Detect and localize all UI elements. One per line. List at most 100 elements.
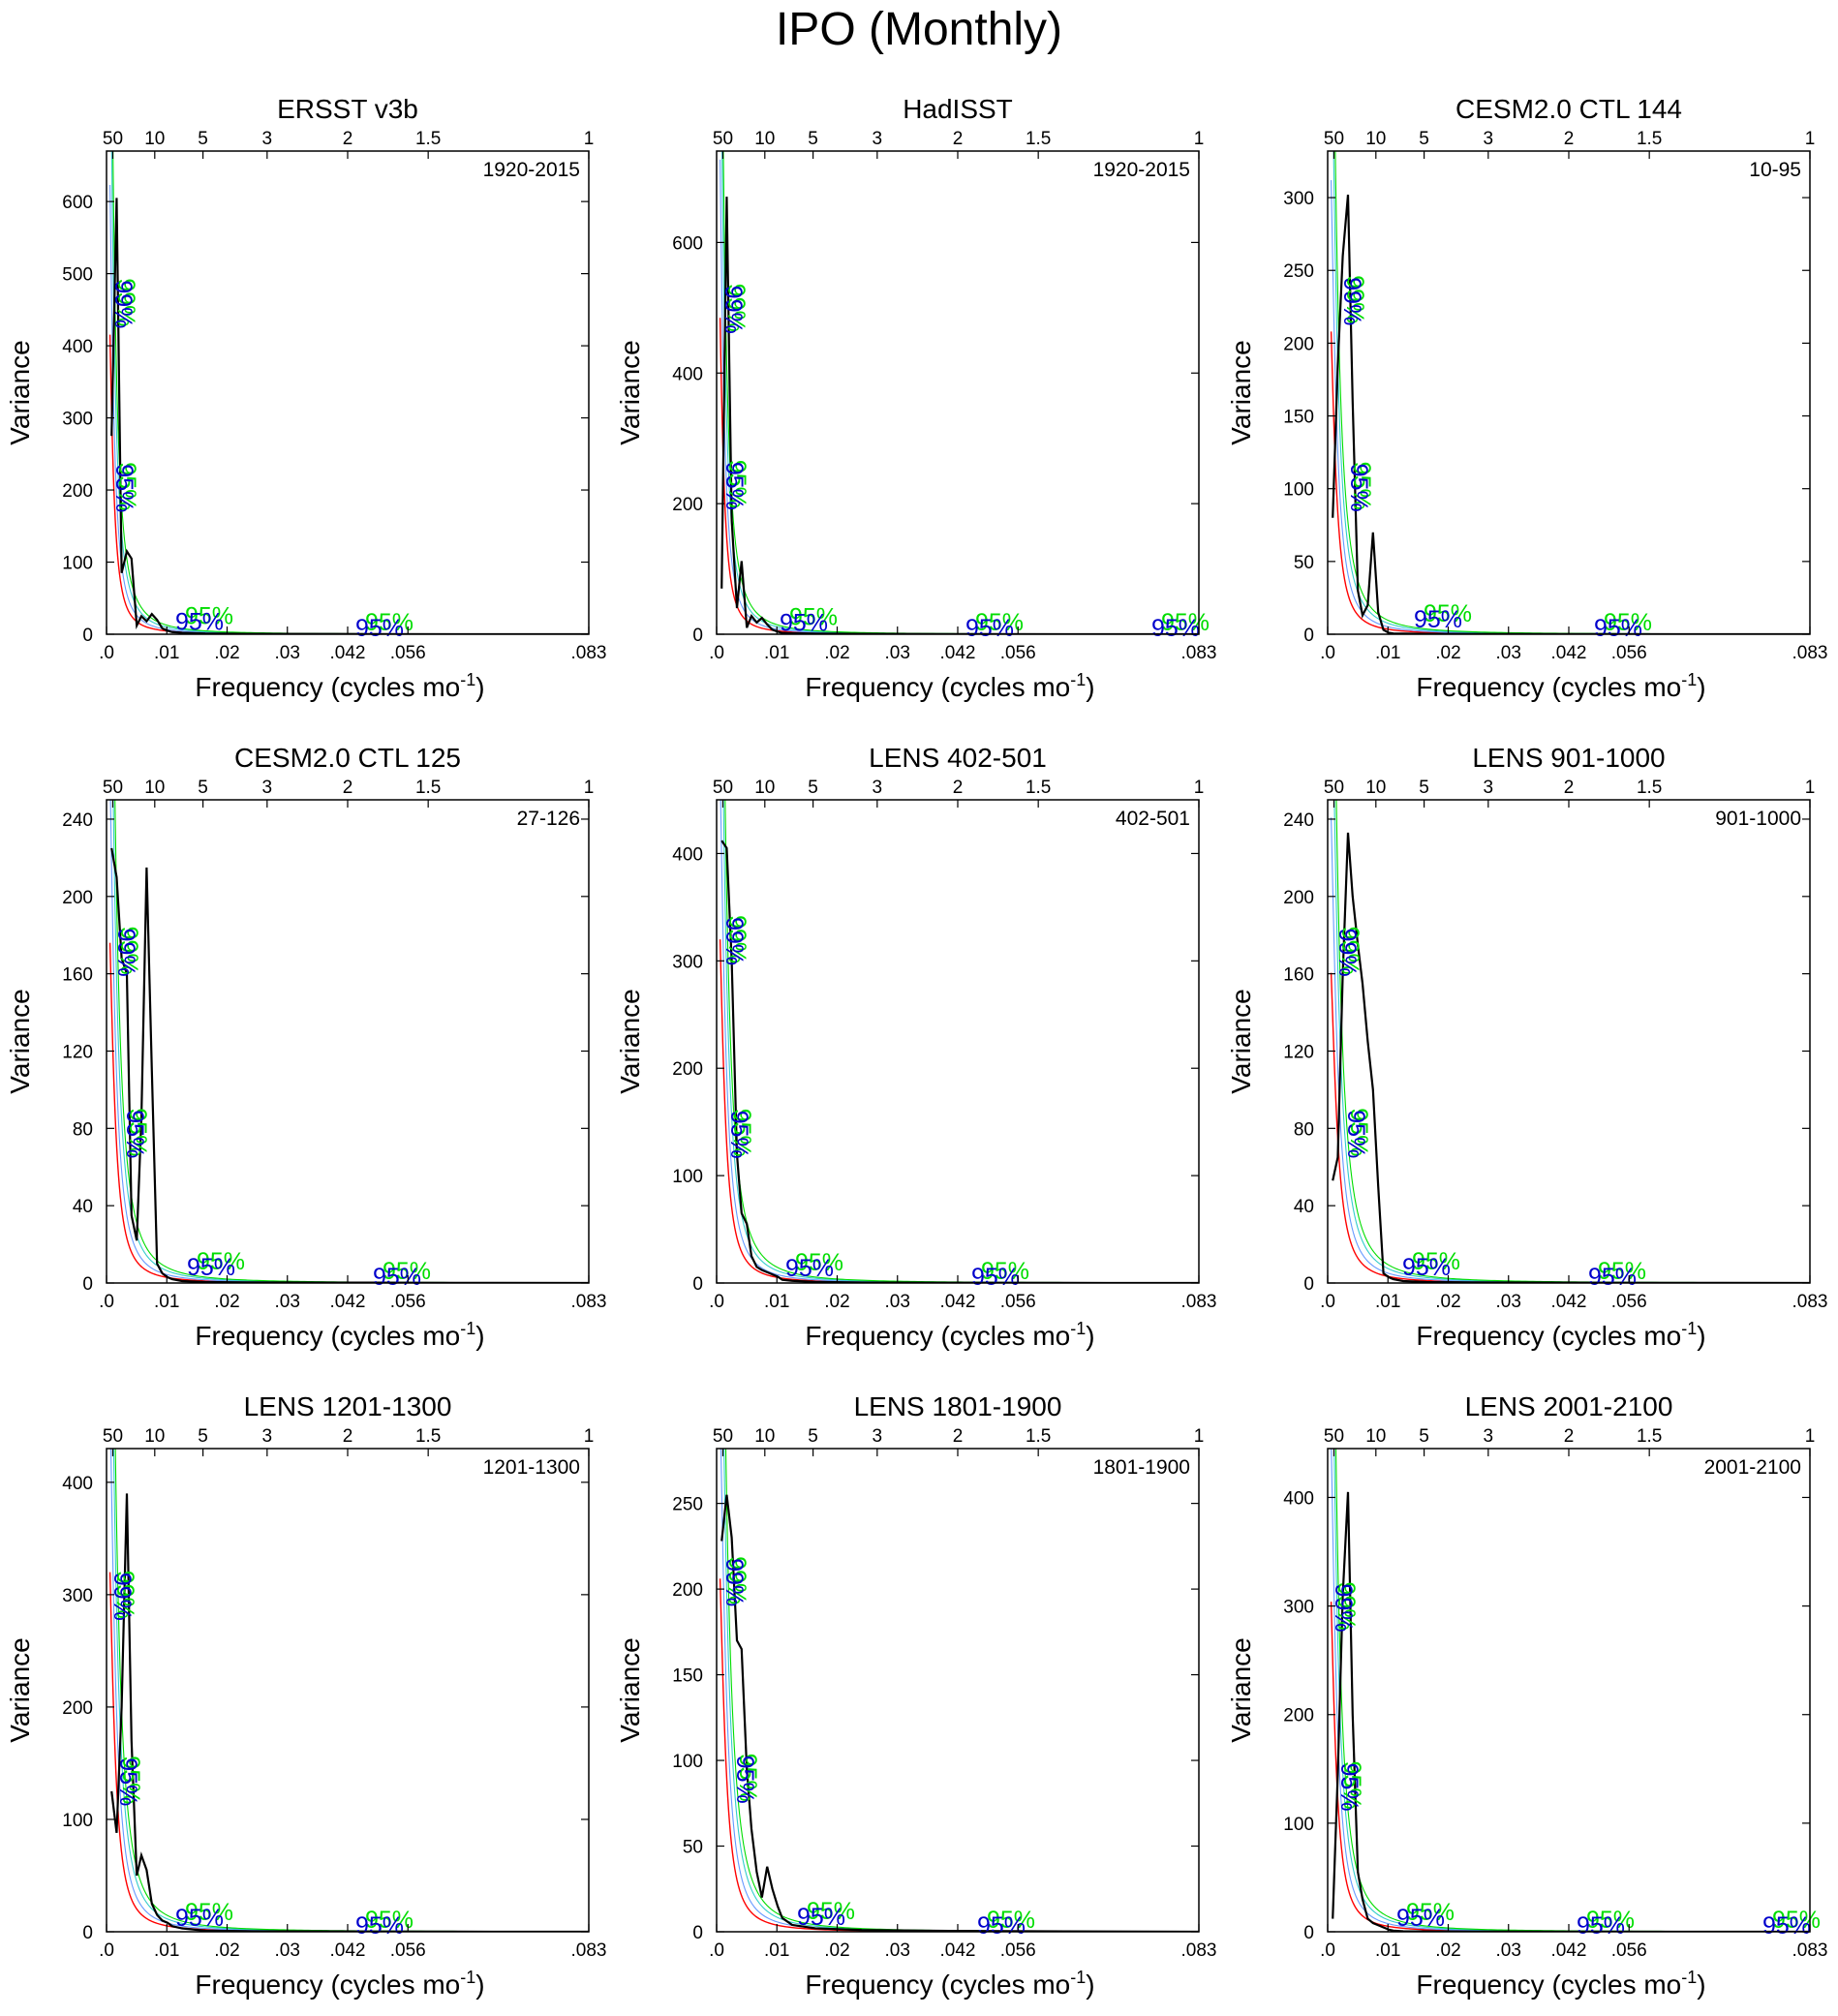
sig-label: 95% (987, 1907, 1035, 1934)
y-axis-label: Variance (615, 1637, 645, 1742)
sig-label: 95% (965, 615, 1014, 642)
top-tick-label: 50 (713, 129, 733, 149)
x-axis-label-sup: -1 (1070, 670, 1086, 689)
sig-label: 95% (1598, 1258, 1646, 1285)
period-label: 901-1000 (1715, 808, 1801, 830)
bound-95-curve (720, 159, 1199, 634)
x-tick-label: .056 (390, 643, 426, 663)
plot-frame (716, 799, 1200, 1284)
sig-label: 99% (1336, 927, 1363, 975)
sig-label: 95% (187, 1254, 235, 1281)
x-axis-label-end: ) (1086, 1321, 1094, 1351)
x-axis-label: Frequency (cycles mo-1) (195, 1319, 484, 1351)
red-noise-curve (1330, 972, 1810, 1283)
x-axis-label-sup: -1 (1681, 670, 1697, 689)
top-tick-label: 50 (713, 1426, 733, 1447)
x-tick-label: .056 (1611, 1940, 1647, 1961)
sig-label: 95% (185, 1899, 233, 1926)
sig-label: 99% (1333, 929, 1361, 977)
y-tick-label: 120 (62, 1042, 93, 1062)
x-tick-label: .01 (1375, 1940, 1400, 1961)
top-tick-label: 3 (262, 778, 273, 798)
bound-upper-curve (724, 800, 1199, 1283)
x-tick-label: .056 (390, 1292, 426, 1312)
x-tick-label: .083 (1792, 1940, 1828, 1961)
bound-99-curve (112, 1449, 589, 1932)
x-tick-label: .042 (940, 1292, 976, 1312)
top-tick-label: 50 (1324, 129, 1344, 149)
y-tick-label: 600 (672, 233, 703, 254)
x-tick-label: .083 (571, 1940, 607, 1961)
top-tick-label: 50 (103, 129, 123, 149)
y-tick-label: 100 (62, 554, 93, 574)
x-axis-label-main: Frequency (cycles mo (1416, 672, 1681, 702)
x-axis-label: Frequency (cycles mo-1) (195, 1968, 484, 2000)
bound-95-curve (720, 800, 1199, 1283)
x-tick-label: .0 (1320, 1292, 1335, 1312)
y-tick-label: 100 (672, 1752, 703, 1772)
sig-label: 95% (1396, 1905, 1445, 1932)
sig-label: 99% (112, 278, 139, 326)
y-tick-label: 0 (692, 1274, 703, 1295)
sig-label: 95% (1594, 615, 1642, 642)
y-tick-label: 240 (1283, 810, 1314, 831)
sig-label: 95% (1348, 462, 1375, 510)
x-tick-label: .01 (764, 1940, 789, 1961)
top-tick-label: 50 (103, 778, 123, 798)
y-axis-label: Variance (5, 989, 35, 1093)
bound-95-curve (720, 1449, 1199, 1932)
x-tick-label: .083 (1181, 1292, 1217, 1312)
x-axis-label-main: Frequency (cycles mo (805, 1970, 1070, 2000)
top-tick-label: 2 (953, 1426, 964, 1447)
top-tick-label: 3 (262, 1426, 273, 1447)
x-tick-label: .01 (1375, 643, 1400, 663)
top-tick-label: 10 (1365, 1426, 1386, 1447)
top-tick-label: 3 (1484, 778, 1494, 798)
bound-99-curve (1333, 800, 1810, 1283)
spectrum-line (720, 1494, 1199, 1932)
sig-label: 95% (1414, 606, 1462, 633)
spectrum-line (110, 1493, 589, 1932)
y-tick-label: 200 (672, 1059, 703, 1080)
y-tick-label: 400 (62, 337, 93, 357)
x-axis-label-end: ) (1697, 1321, 1705, 1351)
x-axis-label-main: Frequency (cycles mo (1416, 1970, 1681, 2000)
sig-label: 95% (1604, 609, 1652, 636)
y-tick-label: 50 (1294, 553, 1314, 573)
bound-upper-curve (1335, 800, 1810, 1283)
panel-2: 99%99%95%95%95%95% 95%95% 95%95%.0.01.02.0… (615, 94, 1216, 702)
y-tick-label: 150 (1283, 408, 1314, 428)
sig-label: 95% (117, 1756, 144, 1804)
period-label: 402-501 (1116, 808, 1190, 830)
sig-label: 95% (725, 1111, 752, 1159)
y-tick-label: 400 (672, 364, 703, 384)
top-tick-label: 2 (343, 778, 353, 798)
x-tick-label: .056 (1000, 1292, 1036, 1312)
sig-label: 99% (1330, 1584, 1357, 1633)
top-tick-label: 10 (144, 129, 165, 149)
panel-8: 99%99%95%95%95%95% 95%95%.0.01.02.03.042.… (615, 1391, 1216, 2000)
panel-5: 99%99%95%95%95%95% 95%95%.0.01.02.03.042.… (615, 743, 1217, 1351)
top-tick-label: 1 (1194, 1426, 1205, 1447)
x-tick-label: .01 (1375, 1292, 1400, 1312)
x-axis-label-main: Frequency (cycles mo (805, 1321, 1070, 1351)
red-noise-curve (1330, 1602, 1810, 1932)
sig-label: 99% (722, 284, 750, 332)
plot-frame (1327, 1448, 1811, 1933)
x-axis-label-end: ) (1086, 672, 1094, 702)
sig-label: 95% (1424, 600, 1472, 627)
sig-label: 99% (112, 929, 139, 977)
sig-label: 95% (971, 1264, 1020, 1291)
x-tick-label: .056 (1611, 643, 1647, 663)
y-tick-label: 0 (1303, 626, 1314, 646)
x-axis-label-end: ) (475, 672, 484, 702)
sig-label: 95% (1412, 1248, 1460, 1275)
bound-95-curve (1331, 1449, 1810, 1932)
x-tick-label: .056 (1000, 1940, 1036, 1961)
x-tick-label: .0 (709, 1292, 724, 1312)
y-tick-label: 100 (1283, 480, 1314, 501)
top-tick-label: 2 (343, 129, 353, 149)
sig-label: 99% (111, 1571, 138, 1619)
panel-title: LENS 1201-1300 (244, 1391, 452, 1421)
